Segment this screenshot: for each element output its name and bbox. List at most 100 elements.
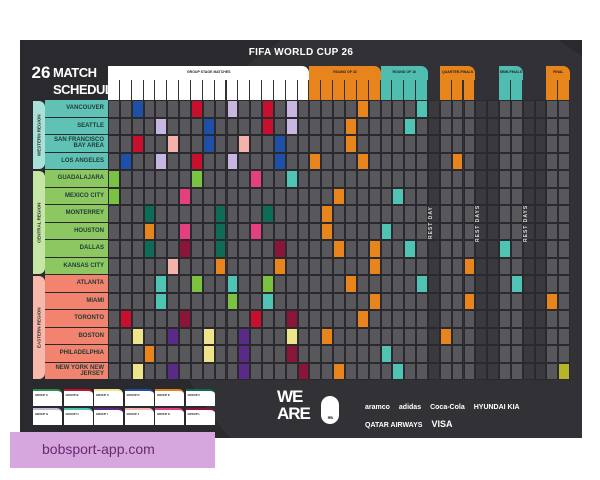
match-cell[interactable] (214, 205, 227, 223)
match-cell[interactable] (439, 327, 452, 345)
match-cell[interactable] (392, 187, 405, 205)
match-cell[interactable] (356, 100, 369, 118)
grid-cell (439, 292, 452, 310)
match-cell[interactable] (250, 222, 263, 240)
match-cell[interactable] (108, 187, 120, 205)
match-cell[interactable] (558, 362, 571, 380)
match-cell[interactable] (321, 327, 334, 345)
match-cell[interactable] (179, 222, 191, 240)
match-cell[interactable] (404, 117, 417, 135)
match-cell[interactable] (285, 345, 298, 363)
match-cell[interactable] (510, 275, 523, 293)
match-cell[interactable] (167, 362, 180, 380)
match-cell[interactable] (250, 170, 263, 188)
match-cell[interactable] (214, 240, 227, 258)
match-cell[interactable] (321, 205, 334, 223)
match-cell[interactable] (190, 170, 203, 188)
match-cell[interactable] (202, 135, 215, 153)
match-cell[interactable] (285, 117, 298, 135)
match-cell[interactable] (250, 310, 263, 328)
match-cell[interactable] (214, 257, 227, 275)
match-cell[interactable] (262, 292, 274, 310)
match-cell[interactable] (179, 240, 191, 258)
match-cell[interactable] (273, 257, 286, 275)
match-cell[interactable] (356, 310, 369, 328)
match-cell[interactable] (499, 240, 511, 258)
match-cell[interactable] (226, 292, 239, 310)
match-cell[interactable] (119, 310, 132, 328)
match-cell[interactable] (202, 117, 215, 135)
match-cell[interactable] (416, 275, 428, 293)
match-cell[interactable] (214, 222, 227, 240)
trophy-logo: 26 (30, 64, 52, 102)
match-cell[interactable] (262, 117, 274, 135)
match-cell[interactable] (463, 292, 476, 310)
match-cell[interactable] (285, 170, 298, 188)
match-cell[interactable] (368, 257, 381, 275)
match-cell[interactable] (451, 152, 464, 170)
match-cell[interactable] (380, 345, 393, 363)
match-cell[interactable] (380, 222, 393, 240)
match-cell[interactable] (190, 275, 203, 293)
match-cell[interactable] (131, 135, 144, 153)
match-cell[interactable] (273, 135, 286, 153)
match-cell[interactable] (238, 345, 251, 363)
match-cell[interactable] (143, 345, 156, 363)
match-cell[interactable] (131, 362, 144, 380)
match-cell[interactable] (131, 100, 144, 118)
match-cell[interactable] (416, 100, 428, 118)
match-cell[interactable] (333, 240, 345, 258)
match-cell[interactable] (285, 310, 298, 328)
match-cell[interactable] (119, 152, 132, 170)
match-cell[interactable] (155, 292, 168, 310)
match-cell[interactable] (226, 100, 239, 118)
match-cell[interactable] (155, 275, 168, 293)
match-cell[interactable] (297, 362, 310, 380)
match-cell[interactable] (262, 100, 274, 118)
match-cell[interactable] (143, 222, 156, 240)
match-cell[interactable] (155, 117, 168, 135)
match-cell[interactable] (546, 292, 559, 310)
match-cell[interactable] (179, 310, 191, 328)
match-cell[interactable] (238, 135, 251, 153)
match-cell[interactable] (285, 100, 298, 118)
match-cell[interactable] (285, 327, 298, 345)
match-cell[interactable] (202, 345, 215, 363)
match-cell[interactable] (273, 152, 286, 170)
match-cell[interactable] (179, 187, 191, 205)
match-cell[interactable] (345, 117, 357, 135)
match-cell[interactable] (273, 240, 286, 258)
match-cell[interactable] (463, 257, 476, 275)
match-cell[interactable] (190, 100, 203, 118)
match-cell[interactable] (321, 222, 334, 240)
match-cell[interactable] (226, 275, 239, 293)
match-cell[interactable] (131, 327, 144, 345)
match-cell[interactable] (143, 240, 156, 258)
match-cell[interactable] (226, 152, 239, 170)
match-cell[interactable] (345, 135, 357, 153)
match-cell[interactable] (202, 327, 215, 345)
match-cell[interactable] (392, 362, 405, 380)
match-cell[interactable] (238, 362, 251, 380)
match-cell[interactable] (309, 152, 322, 170)
match-cell[interactable] (404, 240, 417, 258)
match-cell[interactable] (167, 327, 180, 345)
match-cell[interactable] (108, 170, 120, 188)
grid-cell (202, 205, 215, 223)
match-cell[interactable] (143, 205, 156, 223)
match-cell[interactable] (333, 362, 345, 380)
match-cell[interactable] (167, 135, 180, 153)
match-cell[interactable] (345, 275, 357, 293)
grid-cell (250, 275, 263, 293)
match-cell[interactable] (190, 152, 203, 170)
match-cell[interactable] (155, 152, 168, 170)
match-cell[interactable] (262, 205, 274, 223)
watermark-banner[interactable]: bobsport-app.com (10, 432, 215, 468)
match-cell[interactable] (167, 257, 180, 275)
match-cell[interactable] (368, 292, 381, 310)
match-cell[interactable] (356, 152, 369, 170)
match-cell[interactable] (262, 275, 274, 293)
match-cell[interactable] (333, 187, 345, 205)
match-cell[interactable] (368, 240, 381, 258)
match-cell[interactable] (238, 327, 251, 345)
